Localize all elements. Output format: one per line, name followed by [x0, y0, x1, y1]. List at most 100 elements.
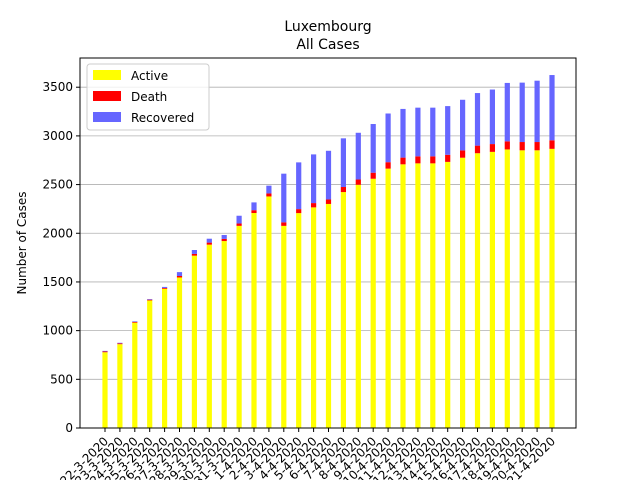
bar-active: [206, 244, 212, 428]
bar-recovered: [206, 238, 212, 243]
bar-death: [176, 276, 183, 278]
bar-active: [415, 163, 421, 428]
bar-recovered: [236, 215, 242, 224]
bars: [102, 75, 555, 429]
bar-death: [385, 162, 391, 169]
bar-recovered: [534, 80, 540, 143]
bar-death: [519, 142, 525, 151]
bar-death: [206, 242, 212, 245]
bar-active: [102, 352, 108, 428]
legend-label-active: Active: [131, 69, 168, 83]
legend-swatch-recovered: [93, 112, 121, 122]
legend-label-recovered: Recovered: [131, 111, 194, 125]
bar-death: [147, 299, 153, 301]
bar-active: [162, 288, 168, 428]
y-axis-label: Number of Cases: [15, 191, 29, 294]
x-axis: 22-3-202023-3-202024-3-202025-3-202026-3…: [57, 428, 558, 480]
bar-death: [445, 154, 451, 162]
y-tick-label: 1500: [42, 275, 73, 289]
bar-active: [266, 196, 272, 428]
chart-subtitle: All Cases: [296, 37, 359, 53]
chart-title: Luxembourg: [284, 19, 371, 35]
bar-active: [355, 184, 361, 428]
bar-recovered: [221, 235, 227, 239]
bar-recovered: [460, 99, 466, 151]
legend-label-death: Death: [131, 90, 167, 104]
bar-recovered: [117, 342, 123, 344]
y-tick-label: 3500: [42, 80, 73, 94]
y-tick-label: 2500: [42, 178, 73, 192]
bar-active: [385, 168, 391, 428]
bar-active: [460, 157, 466, 428]
bar-recovered: [191, 250, 197, 254]
bar-recovered: [266, 185, 272, 194]
bar-death: [102, 351, 108, 353]
bar-recovered: [251, 202, 257, 211]
bar-active: [147, 300, 153, 428]
bar-death: [460, 150, 466, 158]
bar-death: [370, 172, 376, 179]
bar-death: [504, 141, 510, 150]
bar-recovered: [281, 173, 287, 223]
legend: Active Death Recovered: [86, 63, 210, 131]
bar-death: [191, 253, 197, 256]
y-tick-label: 500: [50, 372, 73, 386]
bar-active: [176, 277, 183, 428]
bar-active: [370, 178, 376, 428]
legend-swatch-death: [93, 91, 121, 101]
bar-active: [474, 153, 481, 428]
bar-active: [281, 225, 287, 428]
bar-recovered: [504, 82, 510, 142]
bar-recovered: [102, 350, 108, 352]
bar-active: [519, 150, 525, 428]
bar-recovered: [370, 124, 376, 173]
bar-death: [355, 179, 361, 185]
bar-death: [266, 193, 272, 197]
bar-death: [221, 238, 227, 242]
bar-active: [296, 213, 302, 428]
bar-recovered: [489, 89, 495, 145]
legend-swatch-active: [93, 70, 121, 80]
bar-active: [325, 203, 332, 428]
bar-recovered: [340, 138, 346, 188]
bar-active: [251, 213, 257, 428]
bar-active: [445, 161, 451, 429]
bar-active: [117, 344, 123, 428]
bar-recovered: [355, 132, 361, 180]
bar-recovered: [445, 106, 451, 155]
bar-death: [549, 140, 555, 149]
y-tick-label: 3000: [42, 129, 73, 143]
bar-recovered: [311, 154, 317, 204]
bar-recovered: [519, 82, 525, 143]
bar-death: [132, 321, 138, 323]
bar-death: [489, 144, 495, 152]
bar-death: [325, 199, 332, 204]
bar-recovered: [385, 113, 391, 163]
bar-active: [430, 163, 436, 428]
y-tick-label: 0: [65, 421, 73, 435]
bar-active: [340, 192, 346, 428]
bar-recovered: [430, 107, 436, 157]
bar-recovered: [147, 299, 153, 300]
bar-death: [296, 209, 302, 214]
bar-active: [489, 151, 495, 428]
bar-active: [311, 207, 317, 428]
bar-death: [162, 287, 168, 289]
bar-recovered: [176, 272, 183, 277]
bar-death: [236, 223, 242, 226]
bar-death: [474, 145, 481, 154]
bar-active: [534, 150, 540, 428]
bar-recovered: [132, 321, 138, 322]
bar-death: [415, 156, 421, 164]
bar-death: [251, 210, 257, 214]
bar-recovered: [474, 93, 481, 146]
y-tick-label: 2000: [42, 226, 73, 240]
bar-recovered: [162, 286, 168, 288]
bar-death: [281, 222, 287, 226]
bar-recovered: [296, 162, 302, 210]
bar-active: [504, 149, 510, 428]
bar-death: [430, 156, 436, 164]
bar-active: [191, 255, 197, 428]
bar-death: [534, 142, 540, 151]
